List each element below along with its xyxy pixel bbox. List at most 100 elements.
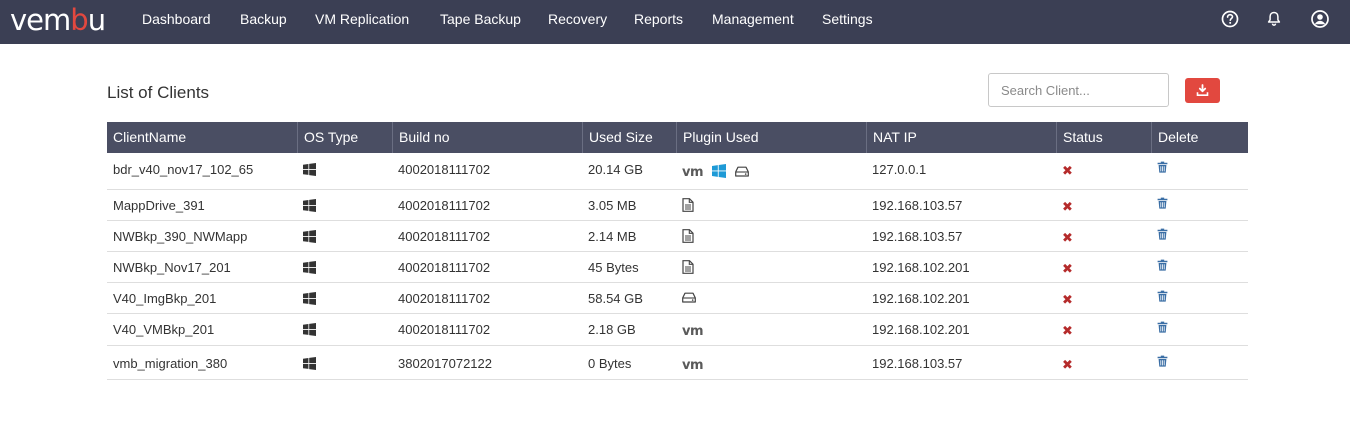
delete-cell	[1151, 320, 1168, 336]
client-name-cell: NWBkp_Nov17_201	[113, 260, 231, 275]
nav-reports[interactable]: Reports	[634, 11, 684, 27]
nat-ip-cell: 127.0.0.1	[872, 162, 927, 177]
plugin-used-cell	[676, 229, 694, 246]
nav-management[interactable]: Management	[712, 11, 794, 27]
offline-status-icon: ✖	[1062, 261, 1073, 276]
download-icon	[1196, 84, 1209, 96]
table-header: ClientName OS Type Build no Used Size Pl…	[107, 122, 1248, 153]
delete-cell	[1151, 196, 1168, 212]
used-size-cell: 2.14 MB	[588, 229, 637, 244]
logo-text-main: vem	[10, 3, 71, 37]
nav-vm-replication[interactable]: VM Replication	[315, 11, 410, 27]
table-row[interactable]: bdr_v40_nov17_102_65 4002018111702 20.14 G…	[107, 153, 1248, 190]
offline-status-icon: ✖	[1062, 230, 1073, 245]
table-row[interactable]: V40_VMBkp_201 4002018111702 2.18 GB vm 192.1…	[107, 314, 1248, 346]
nav-recovery[interactable]: Recovery	[548, 11, 608, 27]
used-size-cell: 2.18 GB	[588, 322, 636, 337]
vembu-logo[interactable]: vembu	[10, 3, 106, 39]
os-type-cell	[297, 356, 316, 373]
search-client-input[interactable]	[988, 73, 1169, 107]
offline-status-icon: ✖	[1062, 292, 1073, 307]
os-type-cell	[297, 291, 316, 308]
windows-plugin-icon	[712, 164, 727, 181]
client-name-cell: vmb_migration_380	[113, 356, 228, 371]
col-used-size[interactable]: Used Size	[582, 122, 676, 153]
status-cell: ✖	[1056, 163, 1073, 179]
trash-icon[interactable]	[1157, 290, 1168, 305]
top-navbar: vembu Dashboard Backup VM Replication Ta…	[0, 0, 1350, 44]
trash-icon[interactable]	[1157, 228, 1168, 243]
trash-icon[interactable]	[1157, 259, 1168, 274]
nav-tape-backup[interactable]: Tape Backup	[440, 11, 521, 27]
delete-cell	[1151, 258, 1168, 274]
build-no-cell: 4002018111702	[398, 322, 491, 337]
windows-icon	[303, 198, 316, 215]
col-build-no[interactable]: Build no	[392, 122, 582, 153]
table-body: bdr_v40_nov17_102_65 4002018111702 20.14 G…	[107, 153, 1248, 380]
col-delete[interactable]: Delete	[1151, 122, 1248, 153]
table-row[interactable]: vmb_migration_380 3802017072122 0 Bytes vm 1…	[107, 346, 1248, 380]
table-row[interactable]: NWBkp_Nov17_201 4002018111702 45 Bytes 192.…	[107, 252, 1248, 283]
file-icon	[682, 229, 694, 246]
os-type-cell	[297, 260, 316, 277]
table-row[interactable]: MappDrive_391 4002018111702 3.05 MB 192.168…	[107, 190, 1248, 221]
os-type-cell	[297, 162, 316, 179]
delete-cell	[1151, 354, 1168, 370]
trash-icon[interactable]	[1157, 161, 1168, 176]
vmware-icon: vm	[682, 165, 704, 180]
trash-icon[interactable]	[1157, 355, 1168, 370]
build-no-cell: 4002018111702	[398, 198, 491, 213]
plugin-used-cell	[676, 291, 696, 306]
windows-icon	[303, 356, 316, 373]
nav-backup[interactable]: Backup	[240, 11, 287, 27]
help-icon[interactable]	[1220, 9, 1240, 29]
os-type-cell	[297, 198, 316, 215]
table-row[interactable]: NWBkp_390_NWMapp 4002018111702 2.14 MB 192.…	[107, 221, 1248, 252]
nav-dashboard[interactable]: Dashboard	[142, 11, 211, 27]
col-plugin-used[interactable]: Plugin Used	[676, 122, 866, 153]
client-name-cell: V40_ImgBkp_201	[113, 291, 217, 306]
download-button[interactable]	[1185, 78, 1220, 103]
plugin-used-cell	[676, 260, 694, 277]
offline-status-icon: ✖	[1062, 163, 1073, 178]
windows-icon	[303, 322, 316, 339]
plugin-used-cell	[676, 198, 694, 215]
col-nat-ip[interactable]: NAT IP	[866, 122, 1056, 153]
plugin-used-cell: vm	[676, 358, 704, 373]
os-type-cell	[297, 229, 316, 246]
used-size-cell: 45 Bytes	[588, 260, 639, 275]
hard-drive-icon	[735, 165, 749, 180]
offline-status-icon: ✖	[1062, 199, 1073, 214]
col-status[interactable]: Status	[1056, 122, 1151, 153]
build-no-cell: 4002018111702	[398, 291, 491, 306]
offline-status-icon: ✖	[1062, 357, 1073, 372]
table-row[interactable]: V40_ImgBkp_201 4002018111702 58.54 GB 192.1…	[107, 283, 1248, 314]
vmware-icon: vm	[682, 324, 704, 339]
windows-icon	[303, 291, 316, 308]
user-icon[interactable]	[1310, 9, 1330, 29]
plugin-used-cell: vm	[676, 324, 704, 339]
used-size-cell: 0 Bytes	[588, 356, 632, 371]
used-size-cell: 20.14 GB	[588, 162, 643, 177]
vmware-icon: vm	[682, 358, 704, 373]
client-name-cell: MappDrive_391	[113, 198, 205, 213]
used-size-cell: 58.54 GB	[588, 291, 643, 306]
page-title: List of Clients	[107, 83, 210, 102]
build-no-cell: 4002018111702	[398, 162, 491, 177]
status-cell: ✖	[1056, 230, 1073, 246]
hard-drive-icon	[682, 291, 696, 306]
used-size-cell: 3.05 MB	[588, 198, 637, 213]
trash-icon[interactable]	[1157, 321, 1168, 336]
windows-icon	[303, 229, 316, 246]
status-cell: ✖	[1056, 357, 1073, 373]
status-cell: ✖	[1056, 323, 1073, 339]
bell-icon[interactable]	[1264, 9, 1284, 29]
trash-icon[interactable]	[1157, 197, 1168, 212]
file-icon	[682, 198, 694, 215]
col-clientname[interactable]: ClientName	[113, 129, 187, 145]
logo-text-accent: b	[70, 3, 88, 37]
windows-icon	[303, 260, 316, 277]
col-os-type[interactable]: OS Type	[297, 122, 392, 153]
nav-settings[interactable]: Settings	[822, 11, 873, 27]
status-cell: ✖	[1056, 261, 1073, 277]
